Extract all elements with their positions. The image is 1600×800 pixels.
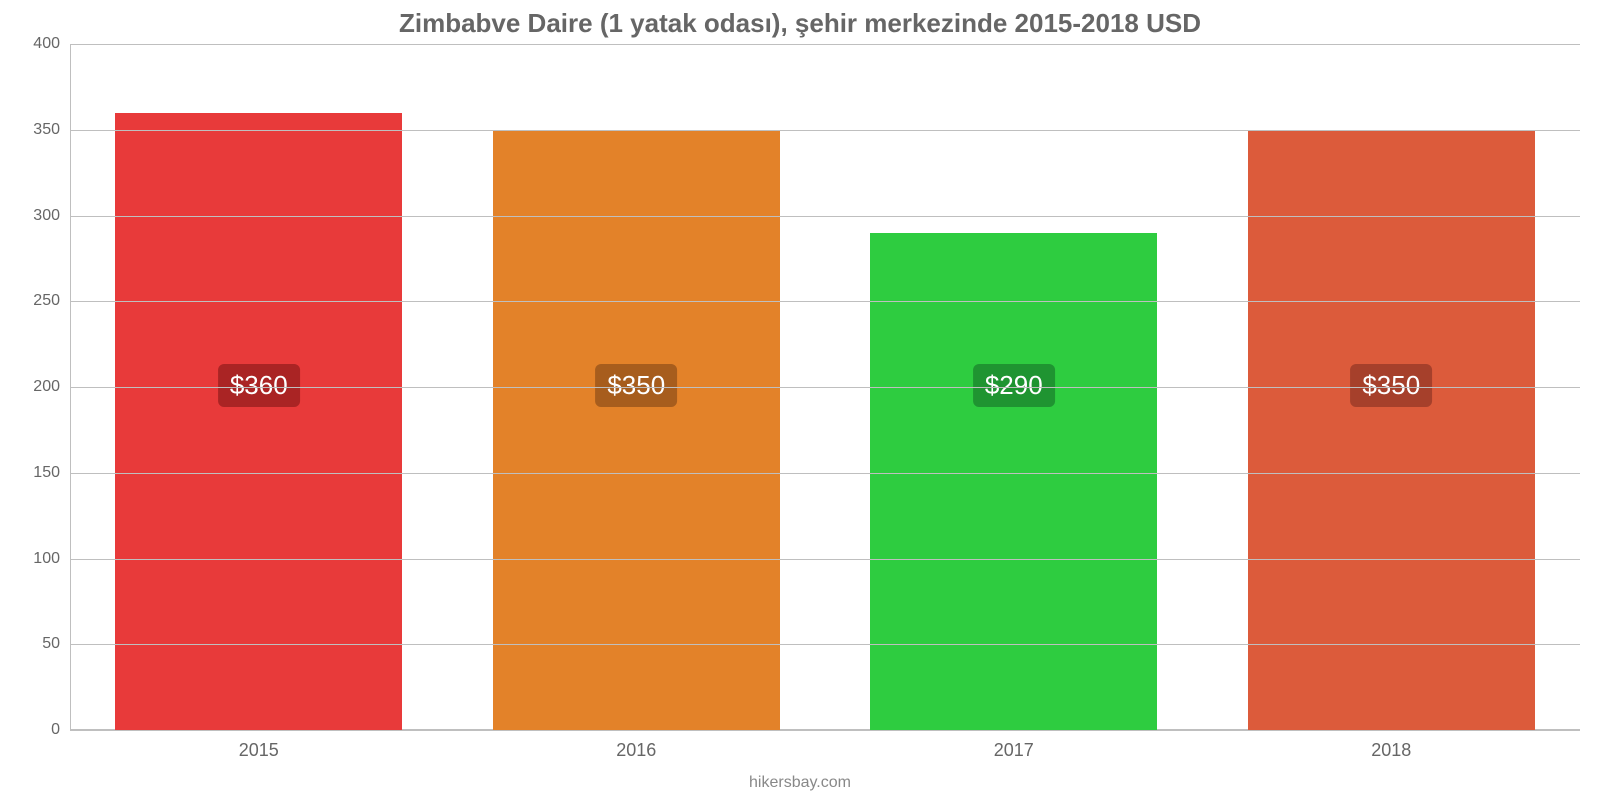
grid-line — [70, 44, 1580, 45]
bar-value-label: $350 — [595, 364, 677, 407]
grid-line — [70, 730, 1580, 731]
y-tick-label: 350 — [33, 121, 70, 139]
bar: $350 — [493, 130, 780, 730]
footer-attribution: hikersbay.com — [0, 774, 1600, 792]
x-tick-label: 2017 — [994, 730, 1034, 761]
x-tick-label: 2015 — [239, 730, 279, 761]
y-tick-label: 300 — [33, 207, 70, 225]
bar: $290 — [870, 233, 1157, 730]
x-tick-label: 2018 — [1371, 730, 1411, 761]
grid-line — [70, 644, 1580, 645]
grid-line — [70, 473, 1580, 474]
grid-line — [70, 559, 1580, 560]
y-tick-label: 100 — [33, 550, 70, 568]
y-tick-label: 50 — [42, 635, 70, 653]
bar-value-label: $290 — [973, 364, 1055, 407]
bar-value-label: $350 — [1350, 364, 1432, 407]
bar: $360 — [115, 113, 402, 730]
chart-title: Zimbabve Daire (1 yatak odası), şehir me… — [0, 8, 1600, 39]
grid-line — [70, 130, 1580, 131]
y-tick-label: 150 — [33, 464, 70, 482]
y-tick-label: 250 — [33, 292, 70, 310]
grid-line — [70, 216, 1580, 217]
grid-line — [70, 387, 1580, 388]
plot-area: $360$350$290$350 05010015020025030035040… — [70, 44, 1580, 730]
bar: $350 — [1248, 130, 1535, 730]
chart-container: Zimbabve Daire (1 yatak odası), şehir me… — [0, 0, 1600, 800]
bar-value-label: $360 — [218, 364, 300, 407]
grid-line — [70, 301, 1580, 302]
y-tick-label: 200 — [33, 378, 70, 396]
y-tick-label: 0 — [51, 721, 70, 739]
y-tick-label: 400 — [33, 35, 70, 53]
x-tick-label: 2016 — [616, 730, 656, 761]
